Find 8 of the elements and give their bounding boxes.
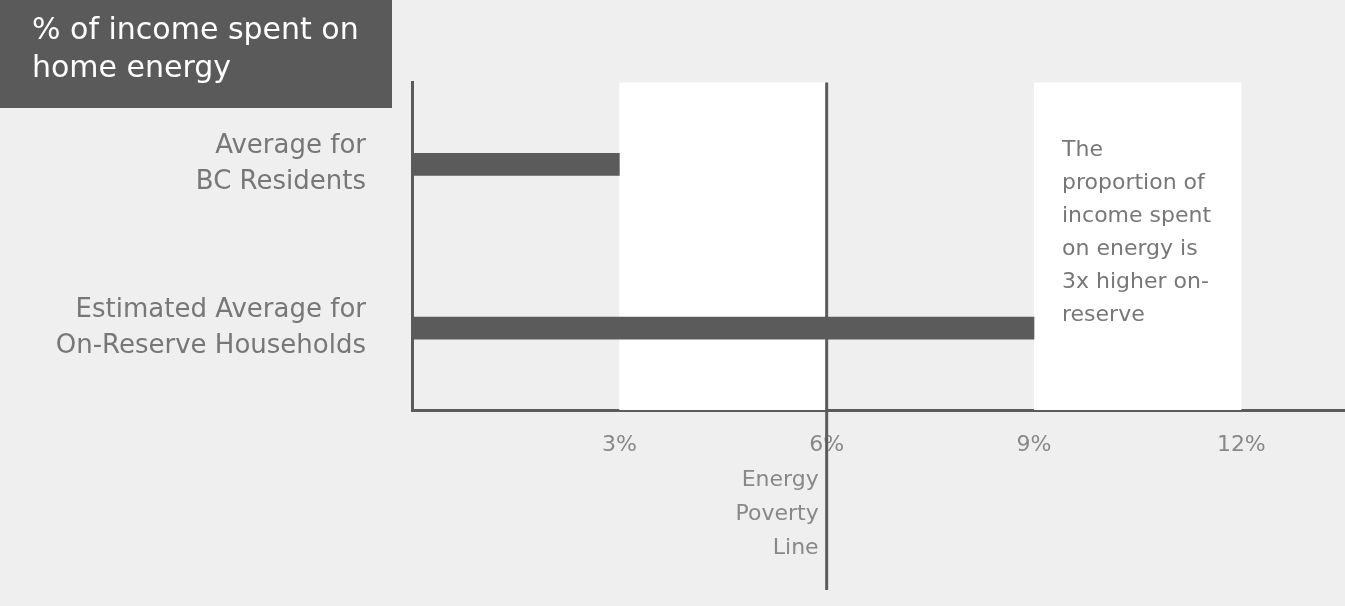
x-tick-label: 3% <box>601 430 637 456</box>
x-tick-label: 12% <box>1216 430 1266 456</box>
annotation: The proportion of income spent on energy is 3x higher on-reserve <box>1062 135 1213 328</box>
y-tick-label: Estimated Average for On-Reserve Households <box>55 292 367 360</box>
x-tick-label: 9% <box>1016 430 1052 456</box>
ref-line-label: Energy Poverty Line <box>735 465 819 559</box>
chart-title: % of income spent on home energy <box>0 0 392 108</box>
y-tick-label: Average for BC Residents <box>195 128 367 196</box>
